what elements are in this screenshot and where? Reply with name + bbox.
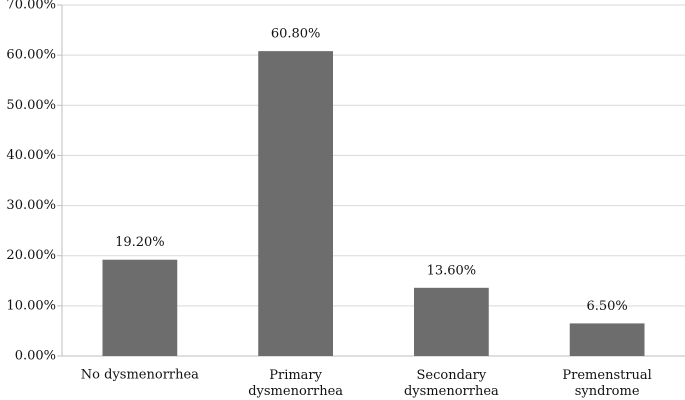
x-tick-label: Primary dysmenorrhea: [248, 368, 343, 399]
y-tick-label: 20.00%: [6, 248, 56, 263]
x-tick-label: Secondary dysmenorrhea: [404, 368, 499, 399]
bar: [413, 287, 489, 356]
data-label: 19.20%: [115, 235, 165, 250]
data-label: 13.60%: [427, 263, 477, 278]
bar: [102, 259, 178, 356]
y-tick-label: 70.00%: [6, 0, 56, 13]
y-tick-label: 50.00%: [6, 98, 56, 113]
x-tick-label: No dysmenorrhea: [81, 368, 199, 383]
bar: [258, 51, 334, 356]
y-tick-label: 0.00%: [15, 349, 56, 364]
x-tick-label: Premenstrual syndrome: [562, 368, 651, 399]
data-label: 6.50%: [586, 299, 627, 314]
y-tick-label: 60.00%: [6, 48, 56, 63]
y-tick-label: 10.00%: [6, 298, 56, 313]
bar: [569, 323, 645, 356]
data-label: 60.80%: [271, 27, 321, 42]
y-tick-label: 30.00%: [6, 198, 56, 213]
y-tick-label: 40.00%: [6, 148, 56, 163]
